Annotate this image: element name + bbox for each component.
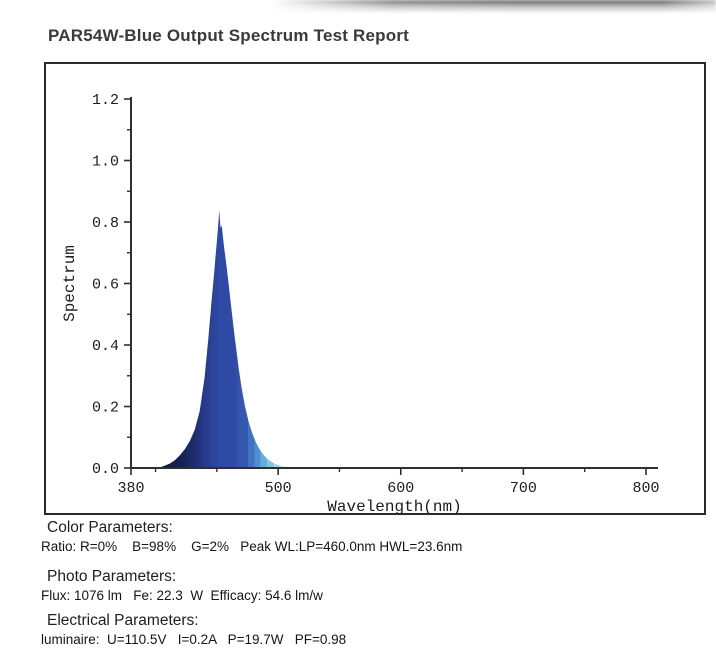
photo-parameters-heading: Photo Parameters: (47, 568, 177, 585)
svg-text:500: 500 (265, 480, 292, 497)
x-axis-title: Wavelength(nm) (327, 498, 461, 513)
top-edge-shadow (270, 0, 716, 14)
svg-text:800: 800 (632, 480, 659, 497)
svg-text:0.6: 0.6 (92, 277, 119, 294)
electrical-parameters-values: luminaire: U=110.5V I=0.2A P=19.7W PF=0.… (41, 632, 347, 647)
svg-text:0.4: 0.4 (92, 338, 119, 355)
svg-text:1.2: 1.2 (92, 92, 119, 109)
svg-text:0.8: 0.8 (92, 215, 119, 232)
color-parameters-heading: Color Parameters: (47, 519, 173, 536)
color-parameters-values: Ratio: R=0% B=98% G=2% Peak WL:LP=460.0n… (41, 539, 463, 554)
svg-text:700: 700 (510, 480, 537, 497)
spectrum-chart-svg: 380 500 600 700 800 0.0 0.2 0.4 0.6 0.8 1.0 1.2 Wave… (61, 92, 660, 513)
photo-parameters-values: Flux: 1076 lm Fe: 22.3 W Efficacy: 54.6 … (41, 588, 323, 603)
electrical-parameters-heading: Electrical Parameters: (47, 612, 199, 629)
svg-text:0.2: 0.2 (92, 400, 119, 417)
page-title: PAR54W-Blue Output Spectrum Test Report (48, 26, 410, 45)
svg-text:1.0: 1.0 (92, 154, 119, 171)
spectrum-chart: 380 500 600 700 800 0.0 0.2 0.4 0.6 0.8 1.0 1.2 Wave… (44, 62, 706, 515)
svg-text:380: 380 (117, 480, 144, 497)
y-axis-title: Spectrum (61, 245, 79, 322)
svg-text:600: 600 (387, 480, 414, 497)
svg-text:0.0: 0.0 (92, 461, 119, 478)
spectrum-area (158, 210, 298, 469)
